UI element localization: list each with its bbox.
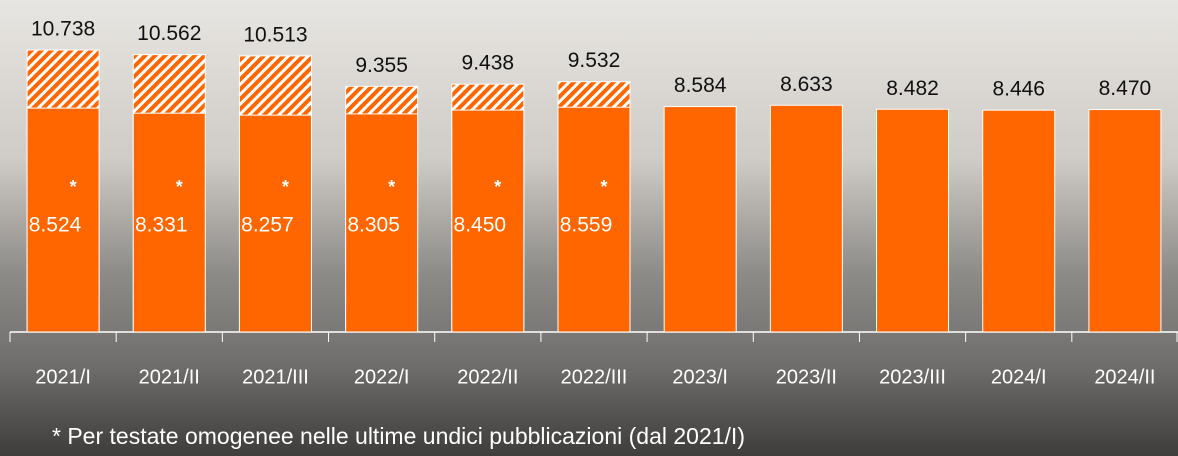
x-tick-label: 2023/I [672, 366, 728, 388]
value-label: 8.633 [780, 73, 833, 96]
inner-value-label: 8.305 [347, 214, 400, 237]
inner-value-note: * [282, 177, 289, 197]
chart: * Per testate omogenee nelle ultime undi… [0, 0, 1178, 456]
bar-total [664, 107, 736, 332]
x-tick-label: 2024/II [1094, 366, 1155, 388]
value-label: 9.355 [355, 54, 408, 77]
bar-total [770, 105, 842, 332]
bar-total [877, 109, 949, 332]
value-label: 10.738 [31, 18, 95, 41]
x-tick-label: 2022/II [457, 366, 518, 388]
x-tick-label: 2023/II [776, 366, 837, 388]
bar-total [983, 110, 1055, 332]
x-tick-label: 2022/I [354, 366, 410, 388]
value-label: 8.482 [886, 77, 939, 100]
x-tick-label: 2022/III [561, 366, 628, 388]
inner-value-note: * [176, 177, 183, 197]
bar-total [1089, 110, 1161, 332]
x-tick-label: 2023/III [879, 366, 946, 388]
value-label: 9.532 [568, 49, 621, 72]
x-tick-label: 2021/III [242, 366, 309, 388]
x-tick-label: 2021/I [35, 366, 91, 388]
inner-value-label: 8.450 [454, 214, 507, 237]
inner-value-note: * [70, 177, 77, 197]
value-label: 10.562 [137, 22, 201, 45]
inner-value-label: 8.524 [29, 214, 82, 237]
inner-value-note: * [600, 177, 607, 197]
inner-value-label: 8.257 [241, 214, 294, 237]
inner-value-note: * [494, 177, 501, 197]
inner-value-label: 8.331 [135, 214, 188, 237]
inner-value-label: 8.559 [560, 214, 613, 237]
value-label: 8.446 [992, 78, 1045, 101]
value-label: 9.438 [462, 52, 515, 75]
footnote: * Per testate omogenee nelle ultime undi… [52, 423, 745, 449]
x-tick-label: 2024/I [991, 366, 1047, 388]
value-label: 8.584 [674, 74, 727, 97]
value-label: 8.470 [1099, 77, 1152, 100]
inner-value-note: * [388, 177, 395, 197]
value-label: 10.513 [243, 23, 307, 46]
x-tick-label: 2021/II [139, 366, 200, 388]
